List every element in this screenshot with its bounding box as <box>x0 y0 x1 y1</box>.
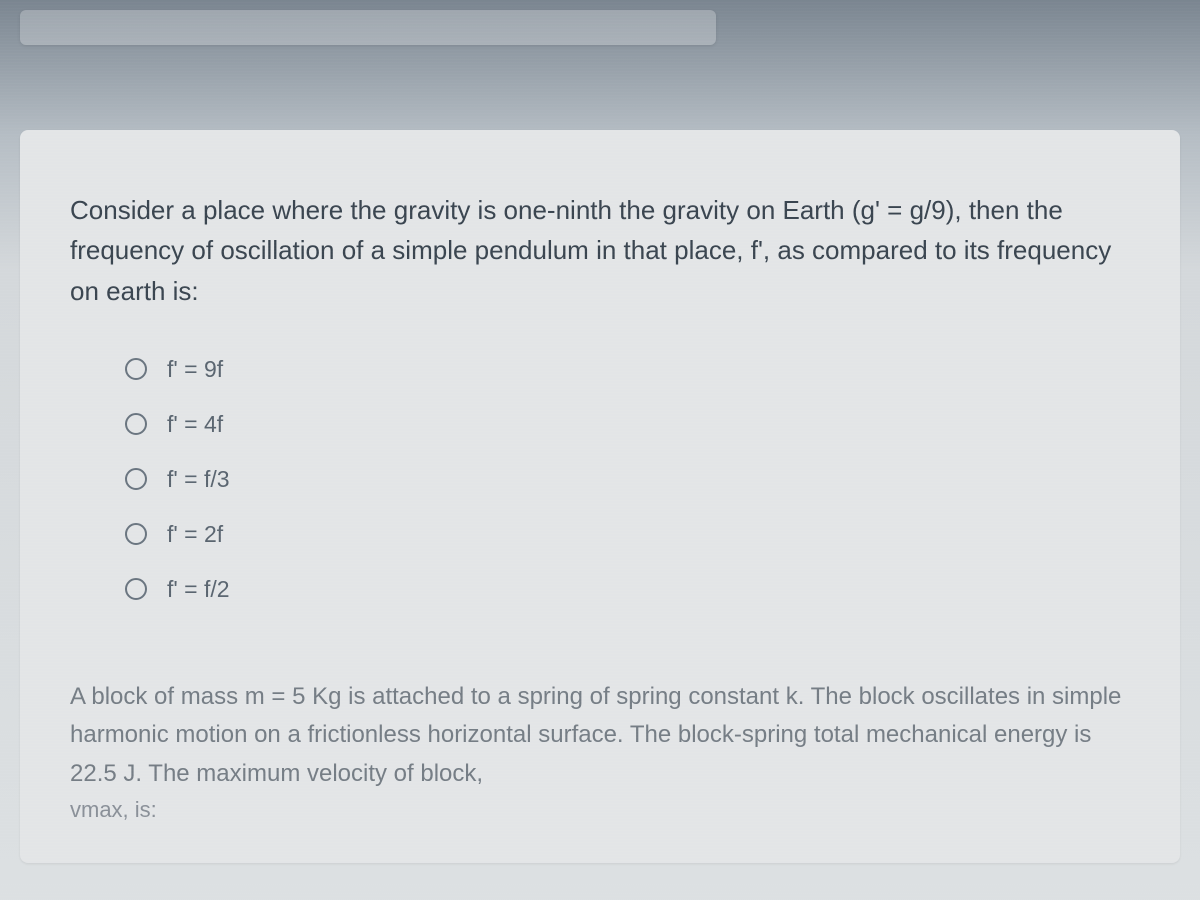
radio-button[interactable] <box>125 468 147 490</box>
option-label-5: f' = f/2 <box>167 576 230 603</box>
top-empty-region <box>0 0 1200 120</box>
radio-button[interactable] <box>125 358 147 380</box>
option-row: f' = f/2 <box>125 576 1130 603</box>
question-2-container: A block of mass m = 5 Kg is attached to … <box>70 678 1130 823</box>
question-2-vmax: vmax, is: <box>70 797 1130 823</box>
option-row: f' = 4f <box>125 411 1130 438</box>
option-row: f' = 2f <box>125 521 1130 548</box>
question-1-text: Consider a place where the gravity is on… <box>70 190 1130 311</box>
radio-button[interactable] <box>125 578 147 600</box>
options-container: f' = 9f f' = 4f f' = f/3 f' = 2f f' = f/… <box>70 356 1130 603</box>
radio-button[interactable] <box>125 413 147 435</box>
option-row: f' = 9f <box>125 356 1130 383</box>
option-label-1: f' = 9f <box>167 356 223 383</box>
top-card-fragment <box>20 10 716 45</box>
radio-button[interactable] <box>125 523 147 545</box>
option-row: f' = f/3 <box>125 466 1130 493</box>
question-2-text: A block of mass m = 5 Kg is attached to … <box>70 678 1130 793</box>
option-label-2: f' = 4f <box>167 411 223 438</box>
question-card: Consider a place where the gravity is on… <box>20 130 1180 863</box>
option-label-3: f' = f/3 <box>167 466 230 493</box>
option-label-4: f' = 2f <box>167 521 223 548</box>
